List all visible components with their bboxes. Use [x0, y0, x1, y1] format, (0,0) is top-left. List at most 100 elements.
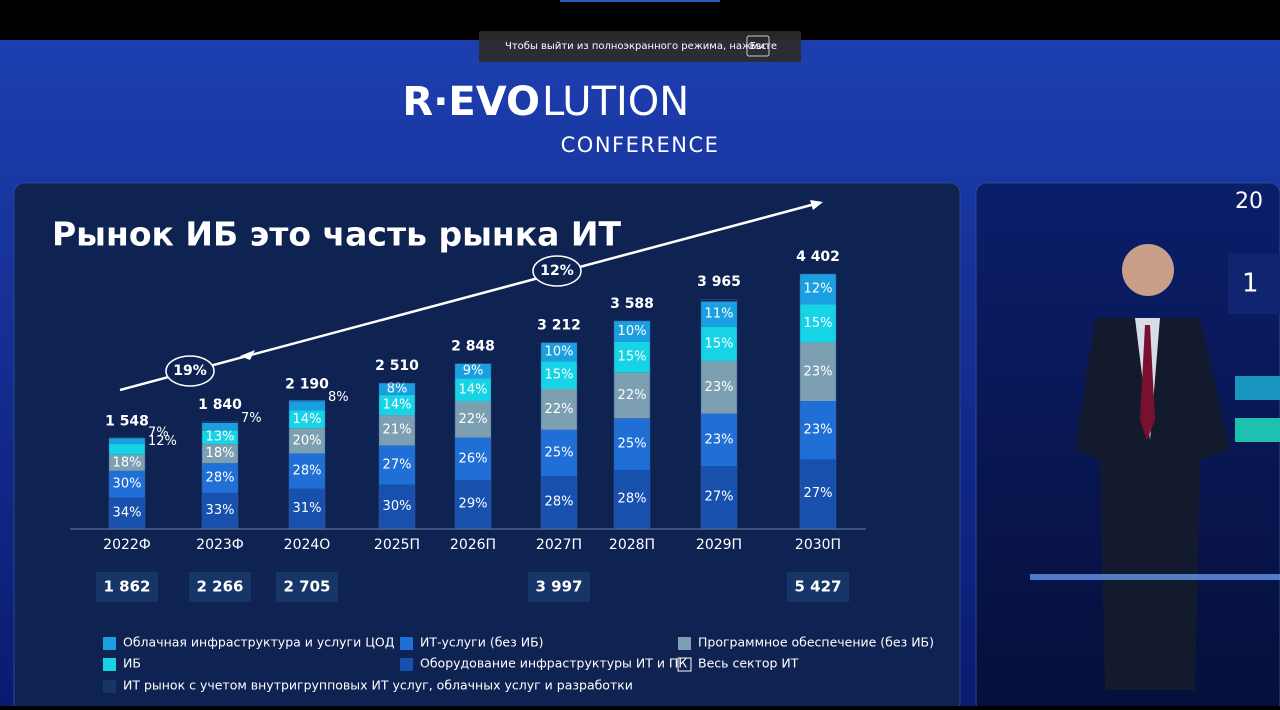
- chart-title: Рынок ИБ это часть рынка ИТ: [52, 215, 621, 254]
- segment-label: 12%: [804, 282, 833, 297]
- total-outline: [201, 421, 239, 529]
- bar-segment: [109, 497, 145, 528]
- legend-swatch: [400, 658, 413, 671]
- bar-segment: [109, 454, 145, 471]
- bar-segment: [800, 342, 836, 402]
- bar-segment: [109, 437, 145, 445]
- total-outline: [454, 363, 492, 529]
- extended-box: [189, 572, 251, 602]
- segment-label: 18%: [206, 446, 235, 461]
- bar-segment: [379, 383, 415, 395]
- segment-label: 10%: [545, 344, 574, 359]
- x-tick-label: 2022Ф: [103, 537, 151, 553]
- segment-label: 20%: [293, 433, 322, 448]
- total-label: 2 510: [375, 358, 419, 374]
- segment-label: 28%: [293, 464, 322, 479]
- x-tick-label: 2027П: [536, 537, 582, 553]
- x-tick-label: 2026П: [450, 537, 496, 553]
- total-label: 2 190: [285, 377, 329, 393]
- legend-label: ИТ-услуги (без ИБ): [420, 635, 544, 650]
- total-label: 1 840: [198, 397, 242, 413]
- bar-segment: [541, 342, 577, 362]
- bar-segment: [800, 274, 836, 305]
- logo-subtitle: CONFERENCE: [561, 133, 720, 157]
- bar-segment: [541, 389, 577, 430]
- x-tick-label: 2028П: [609, 537, 655, 553]
- segment-label: 27%: [804, 486, 833, 501]
- bar-segment: [614, 341, 650, 373]
- segment-label: 30%: [383, 499, 412, 514]
- segment-label: 34%: [113, 505, 142, 520]
- bar-segment: [800, 459, 836, 528]
- segment-label: 23%: [804, 364, 833, 379]
- extended-box: [96, 572, 158, 602]
- esc-label[interactable]: Esc: [749, 41, 766, 52]
- segment-label: 22%: [545, 402, 574, 417]
- legend-swatch: [400, 637, 413, 650]
- total-outline: [108, 438, 146, 529]
- notice-text: Чтобы выйти из полноэкранного режима, на…: [505, 41, 777, 52]
- bar-segment: [455, 401, 491, 438]
- growth-label: 19%: [173, 363, 207, 379]
- total-label: 3 965: [697, 274, 741, 290]
- segment-label: 18%: [113, 455, 142, 470]
- segment-label: 15%: [618, 350, 647, 365]
- segment-label: 30%: [113, 477, 142, 492]
- esc-key[interactable]: [746, 35, 770, 57]
- legend-label: Весь сектор ИТ: [698, 656, 799, 671]
- total-outline: [540, 342, 578, 529]
- segment-label: 33%: [206, 503, 235, 518]
- bar-segment: [379, 394, 415, 416]
- side-text: 1: [1242, 269, 1259, 299]
- legend-label: ИБ: [123, 656, 141, 671]
- bar-segment: [614, 372, 650, 419]
- segment-label: 10%: [618, 324, 647, 339]
- bar-segment: [109, 470, 145, 498]
- stage-lights: [1030, 574, 1280, 580]
- x-tick-label: 2024О: [284, 537, 331, 553]
- logo-light: LUTION: [542, 79, 689, 125]
- side-block: [1235, 418, 1280, 442]
- segment-label: 23%: [705, 380, 734, 395]
- segment-label: 8%: [387, 381, 408, 396]
- total-outline: [288, 401, 326, 529]
- x-tick-label: 2030П: [795, 537, 841, 553]
- extended-label: 1 862: [104, 578, 151, 596]
- segment-label: 7%: [148, 425, 169, 440]
- segment-label: 27%: [383, 458, 412, 473]
- total-label: 2 848: [451, 339, 495, 355]
- growth-badge: [165, 355, 215, 387]
- segment-label: 31%: [293, 501, 322, 516]
- bar-segment: [541, 429, 577, 477]
- segment-label: 15%: [804, 316, 833, 331]
- bar-segment: [202, 492, 238, 528]
- top-strip: [560, 0, 720, 2]
- extended-label: 2 705: [284, 578, 331, 596]
- segment-label: 11%: [705, 307, 734, 322]
- x-tick-label: 2025П: [374, 537, 420, 553]
- bar-segment: [202, 422, 238, 431]
- segment-label: 23%: [804, 423, 833, 438]
- segment-label: 14%: [459, 382, 488, 397]
- logo-bold: R·EVO: [402, 79, 540, 125]
- growth-label: 12%: [540, 263, 574, 279]
- total-outline: [799, 273, 837, 529]
- segment-label: 7%: [241, 411, 262, 426]
- bar-segment: [614, 470, 650, 528]
- segment-label: 23%: [705, 432, 734, 447]
- segment-label: 28%: [206, 471, 235, 486]
- bar-segment: [701, 413, 737, 467]
- bar-segment: [455, 480, 491, 528]
- segment-label: 28%: [618, 492, 647, 507]
- total-outline: [613, 320, 651, 529]
- total-label: 1 548: [105, 414, 149, 430]
- total-label: 4 402: [796, 249, 840, 265]
- segment-label: 14%: [383, 397, 412, 412]
- segment-label: 14%: [293, 412, 322, 427]
- bar-segment: [541, 476, 577, 528]
- side-block: [1235, 376, 1280, 400]
- segment-label: 9%: [463, 364, 484, 379]
- segment-label: 28%: [545, 495, 574, 510]
